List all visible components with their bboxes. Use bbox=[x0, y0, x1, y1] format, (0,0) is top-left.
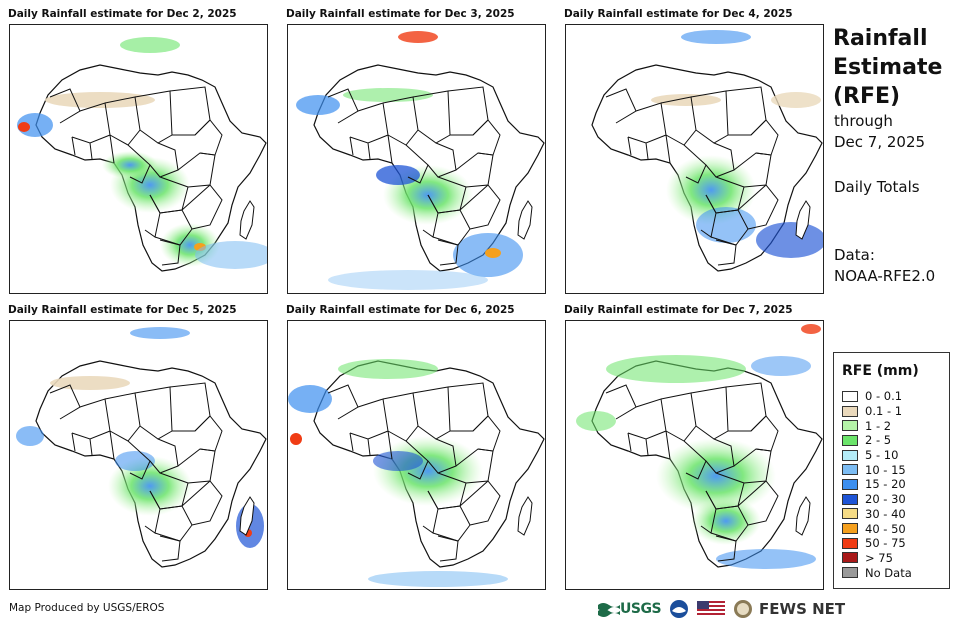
legend-swatch bbox=[842, 567, 858, 579]
legend-swatch bbox=[842, 552, 858, 564]
legend-item: 15 - 20 bbox=[842, 477, 912, 492]
title-line: Rainfall bbox=[833, 26, 928, 51]
panel-title: Daily Rainfall estimate for Dec 4, 2025 bbox=[564, 8, 793, 20]
rainfall-map bbox=[287, 24, 546, 294]
rfe-title: Rainfall Estimate (RFE) bbox=[833, 24, 942, 111]
legend-item: 40 - 50 bbox=[842, 521, 912, 536]
legend-swatch bbox=[842, 493, 858, 505]
legend-item: 10 - 15 bbox=[842, 462, 912, 477]
legend-label: 10 - 15 bbox=[865, 462, 906, 477]
legend-swatch bbox=[842, 390, 858, 402]
map-panel-dec4: Daily Rainfall estimate for Dec 4, 2025 bbox=[564, 8, 824, 294]
title-line: (RFE) bbox=[833, 84, 901, 109]
map-panel-dec6: Daily Rainfall estimate for Dec 6, 2025 bbox=[286, 304, 546, 590]
totals-label: Daily Totals bbox=[834, 178, 920, 196]
noaa-emblem-icon bbox=[670, 600, 689, 618]
legend-swatch bbox=[842, 420, 858, 432]
legend-label: 40 - 50 bbox=[865, 521, 906, 536]
through-label: through bbox=[834, 112, 893, 130]
legend-label: 20 - 30 bbox=[865, 492, 906, 507]
fews-net-text: FEWS NET bbox=[759, 600, 846, 618]
through-date: Dec 7, 2025 bbox=[834, 133, 926, 151]
legend-item: 5 - 10 bbox=[842, 448, 912, 463]
map-panel-dec7: Daily Rainfall estimate for Dec 7, 2025 bbox=[564, 304, 824, 590]
rainfall-map bbox=[9, 24, 268, 294]
legend-swatch bbox=[842, 478, 858, 490]
noaa-logo bbox=[669, 599, 689, 619]
legend-swatch bbox=[842, 508, 858, 520]
usgs-wave-icon bbox=[598, 603, 620, 617]
legend-item: 20 - 30 bbox=[842, 492, 912, 507]
fews-logo: FEWS NET bbox=[733, 599, 845, 619]
legend-item: 50 - 75 bbox=[842, 536, 912, 551]
logo-strip: USGS FEWS NET bbox=[598, 598, 853, 620]
legend-label: No Data bbox=[865, 565, 912, 580]
legend-label: 15 - 20 bbox=[865, 477, 906, 492]
rainfall-map bbox=[9, 320, 268, 590]
rainfall-map bbox=[565, 24, 824, 294]
legend-item: 30 - 40 bbox=[842, 507, 912, 522]
legend-label: 5 - 10 bbox=[865, 448, 899, 463]
legend-swatch bbox=[842, 434, 858, 446]
legend-swatch bbox=[842, 449, 858, 461]
legend-label: 0.1 - 1 bbox=[865, 404, 903, 419]
legend-swatch bbox=[842, 537, 858, 549]
legend-label: 2 - 5 bbox=[865, 433, 892, 448]
title-line: Estimate bbox=[833, 55, 943, 80]
panel-title: Daily Rainfall estimate for Dec 3, 2025 bbox=[286, 8, 515, 20]
legend-label: 0 - 0.1 bbox=[865, 389, 903, 404]
legend-item: 2 - 5 bbox=[842, 433, 912, 448]
legend-swatch bbox=[842, 464, 858, 476]
us-flag-icon bbox=[697, 601, 726, 617]
usgs-text: USGS bbox=[620, 601, 662, 617]
legend-swatch bbox=[842, 523, 858, 535]
legend-title: RFE (mm) bbox=[842, 363, 919, 379]
panel-title: Daily Rainfall estimate for Dec 6, 2025 bbox=[286, 304, 515, 316]
legend-item: 1 - 2 bbox=[842, 418, 912, 433]
panel-title: Daily Rainfall estimate for Dec 5, 2025 bbox=[8, 304, 237, 316]
usgs-logo: USGS bbox=[598, 601, 662, 617]
map-panel-dec5: Daily Rainfall estimate for Dec 5, 2025 bbox=[8, 304, 268, 590]
data-label: Data: bbox=[834, 246, 875, 264]
legend-item: 0 - 0.1 bbox=[842, 389, 912, 404]
legend-label: 1 - 2 bbox=[865, 418, 892, 433]
map-panel-dec2: Daily Rainfall estimate for Dec 2, 2025 bbox=[8, 8, 268, 294]
rainfall-map bbox=[287, 320, 546, 590]
legend-label: 30 - 40 bbox=[865, 506, 906, 521]
legend-item: > 75 bbox=[842, 551, 912, 566]
legend-item: 0.1 - 1 bbox=[842, 404, 912, 419]
panel-title: Daily Rainfall estimate for Dec 2, 2025 bbox=[8, 8, 237, 20]
legend-item: No Data bbox=[842, 565, 912, 580]
legend-label: > 75 bbox=[865, 550, 893, 565]
legend-label: 50 - 75 bbox=[865, 536, 906, 551]
map-panel-dec3: Daily Rainfall estimate for Dec 3, 2025 bbox=[286, 8, 546, 294]
state-dept-seal-icon bbox=[734, 600, 753, 618]
panel-title: Daily Rainfall estimate for Dec 7, 2025 bbox=[564, 304, 793, 316]
rainfall-map bbox=[565, 320, 824, 590]
legend-swatch bbox=[842, 405, 858, 417]
map-credit: Map Produced by USGS/EROS bbox=[9, 602, 165, 614]
data-source: NOAA-RFE2.0 bbox=[834, 267, 936, 285]
us-flag-logo bbox=[697, 601, 726, 617]
